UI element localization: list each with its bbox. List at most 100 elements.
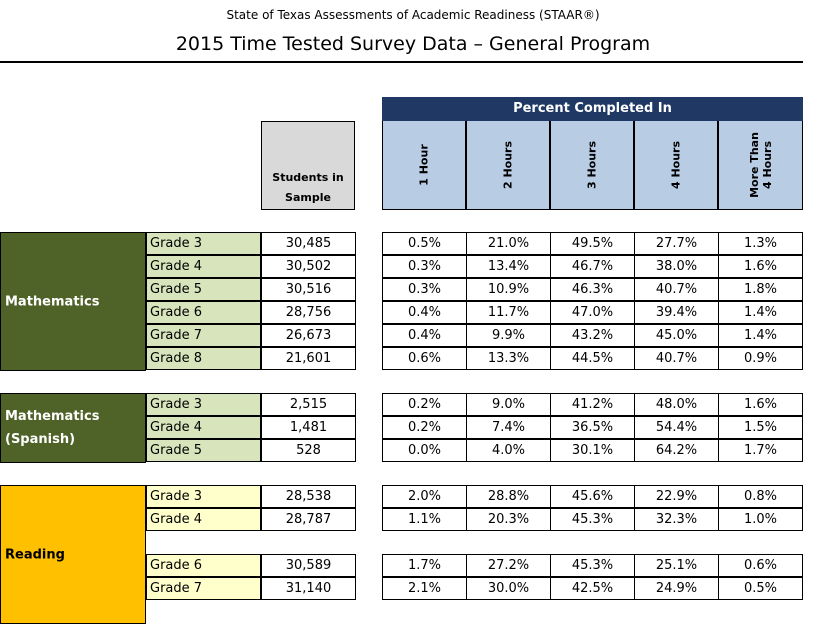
percent-cell: 10.9% [466,278,551,301]
percent-cell: 1.4% [718,324,803,347]
col-header-4-hours: 4 Hours [634,121,718,210]
grade-cell: Grade 4 [146,255,261,278]
grade-cell: Grade 5 [146,278,261,301]
percent-cell: 44.5% [550,347,635,370]
percent-cell: 1.1% [382,508,467,531]
percent-cell: 0.6% [718,554,803,577]
subject-label: Mathematics [5,294,100,309]
percent-cell: 1.3% [718,232,803,255]
col-header-1-hour: 1 Hour [382,121,466,210]
grade-cell: Grade 4 [146,416,261,439]
report-title: 2015 Time Tested Survey Data – General P… [175,33,651,55]
students-cell: 2,515 [261,393,356,416]
percent-cell: 0.3% [382,278,467,301]
col-label-more-than-4-hours: More Than 4 Hours [747,132,774,198]
percent-cell: 27.2% [466,554,551,577]
percent-cell: 0.0% [382,439,467,462]
percent-cell: 1.8% [718,278,803,301]
percent-cell: 0.2% [382,393,467,416]
percent-cell: 43.2% [550,324,635,347]
percent-cell: 30.1% [550,439,635,462]
col-label-2-hours: 2 Hours [501,140,515,190]
percent-cell: 46.7% [550,255,635,278]
percent-completed-header: Percent Completed In [382,97,803,121]
percent-cell: 0.2% [382,416,467,439]
percent-cell: 0.5% [382,232,467,255]
percent-cell: 11.7% [466,301,551,324]
col-label-1-hour: 1 Hour [417,144,431,186]
grade-cell: Grade 3 [146,232,261,255]
percent-cell: 36.5% [550,416,635,439]
percent-cell: 40.7% [634,278,719,301]
percent-cell: 24.9% [634,577,719,600]
percent-cell: 2.1% [382,577,467,600]
subject-block: Reading [0,485,146,624]
students-cell: 30,516 [261,278,356,301]
grade-cell: Grade 7 [146,577,261,600]
students-cell: 528 [261,439,356,462]
percent-cell: 0.6% [382,347,467,370]
grade-cell: Grade 6 [146,301,261,324]
students-cell: 28,787 [261,508,356,531]
percent-cell: 1.5% [718,416,803,439]
percent-cell: 1.6% [718,255,803,278]
percent-cell: 1.7% [382,554,467,577]
percent-cell: 7.4% [466,416,551,439]
students-cell: 28,538 [261,485,356,508]
students-in-sample-header: Students in Sample [261,121,355,210]
percent-cell: 0.8% [718,485,803,508]
percent-cell: 46.3% [550,278,635,301]
percent-cell: 39.4% [634,301,719,324]
students-cell: 30,502 [261,255,356,278]
subject-block: Mathematics [0,232,146,371]
grade-cell: Grade 5 [146,439,261,462]
percent-cell: 0.5% [718,577,803,600]
students-cell: 1,481 [261,416,356,439]
percent-cell: 9.9% [466,324,551,347]
grade-cell: Grade 3 [146,485,261,508]
students-cell: 30,485 [261,232,356,255]
percent-cell: 0.4% [382,301,467,324]
percent-cell: 1.6% [718,393,803,416]
percent-cell: 28.8% [466,485,551,508]
percent-cell: 0.9% [718,347,803,370]
percent-cell: 32.3% [634,508,719,531]
percent-cell: 1.4% [718,301,803,324]
percent-cell: 54.4% [634,416,719,439]
percent-cell: 9.0% [466,393,551,416]
report-subtitle: State of Texas Assessments of Academic R… [226,8,600,22]
percent-cell: 13.3% [466,347,551,370]
students-cell: 28,756 [261,301,356,324]
grade-cell: Grade 6 [146,554,261,577]
percent-cell: 25.1% [634,554,719,577]
students-cell: 30,589 [261,554,356,577]
percent-cell: 42.5% [550,577,635,600]
percent-cell: 1.0% [718,508,803,531]
percent-cell: 27.7% [634,232,719,255]
subject-label: Reading [5,547,65,562]
col-header-2-hours: 2 Hours [466,121,550,210]
percent-cell: 45.0% [634,324,719,347]
percent-cell: 13.4% [466,255,551,278]
percent-cell: 45.3% [550,554,635,577]
grade-cell: Grade 4 [146,508,261,531]
percent-cell: 0.4% [382,324,467,347]
percent-cell: 45.6% [550,485,635,508]
percent-cell: 30.0% [466,577,551,600]
percent-cell: 0.3% [382,255,467,278]
percent-cell: 4.0% [466,439,551,462]
percent-cell: 49.5% [550,232,635,255]
students-cell: 21,601 [261,347,356,370]
subject-block: Mathematics (Spanish) [0,393,146,463]
percent-cell: 38.0% [634,255,719,278]
percent-cell: 45.3% [550,508,635,531]
col-header-3-hours: 3 Hours [550,121,634,210]
percent-cell: 47.0% [550,301,635,324]
col-label-3-hours: 3 Hours [585,140,599,190]
percent-cell: 22.9% [634,485,719,508]
col-header-more-than-4-hours: More Than 4 Hours [718,121,803,210]
percent-cell: 21.0% [466,232,551,255]
percent-cell: 20.3% [466,508,551,531]
percent-cell: 41.2% [550,393,635,416]
